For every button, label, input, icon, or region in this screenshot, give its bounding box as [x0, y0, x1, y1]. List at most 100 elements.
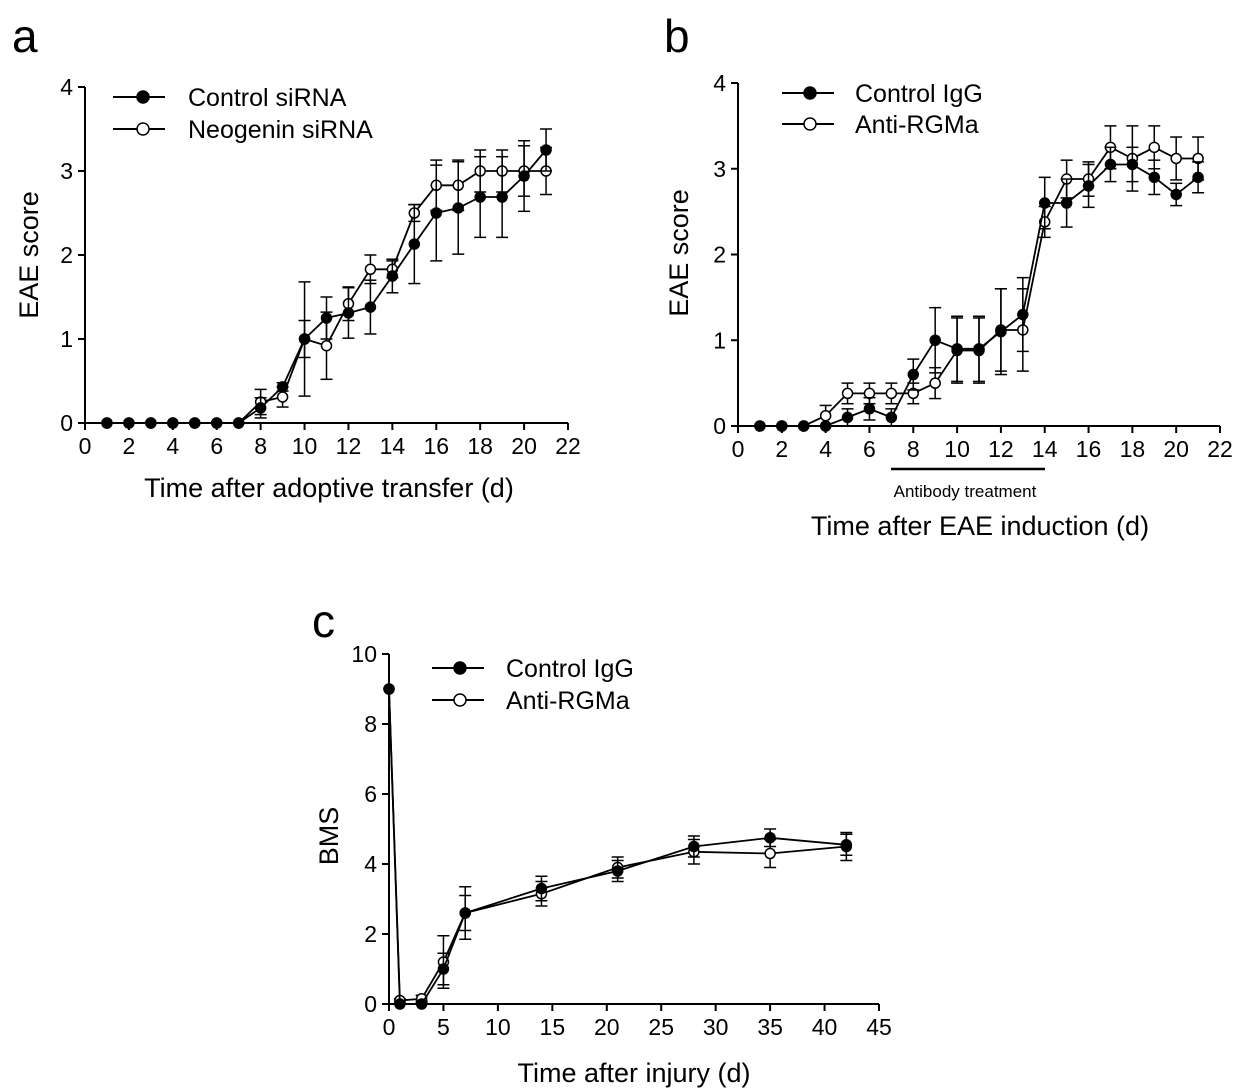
chart-b-x-tick-label: 16 — [1076, 436, 1102, 462]
chart-c-point-0 — [840, 839, 853, 851]
chart-a-point-0 — [386, 270, 399, 282]
chart-b-point-0 — [797, 420, 810, 432]
chart-b-x-tick-label: 10 — [944, 436, 970, 462]
chart-a-y-tick-label: 2 — [60, 242, 73, 268]
panel-letter-a: a — [12, 10, 38, 62]
chart-c-point-1 — [764, 847, 776, 860]
chart-a-y-tick-label: 3 — [60, 158, 73, 184]
chart-a-x-tick-label: 10 — [292, 433, 318, 459]
chart-a-point-0 — [101, 417, 113, 429]
chart-b-point-1 — [1170, 152, 1182, 165]
chart-a-y-tick-label: 1 — [60, 326, 73, 352]
chart-b-y-tick-label: 0 — [713, 413, 726, 439]
chart-b-x-tick-label: 6 — [863, 436, 876, 462]
chart-a-point-0 — [518, 170, 530, 182]
chart-b-x-tick-label: 22 — [1207, 436, 1233, 462]
panel-a: a EAE score Time after adoptive transfer… — [12, 10, 581, 503]
chart-b-y-tick-label: 2 — [713, 242, 726, 268]
chart-c-point-0 — [394, 998, 406, 1010]
chart-a-x-tick-label: 12 — [336, 433, 362, 459]
legend-c-marker-1 — [453, 693, 467, 707]
chart-c-y-tick-label: 6 — [364, 781, 377, 807]
chart-b-point-0 — [1126, 158, 1139, 171]
legend-b-marker-0 — [803, 86, 817, 100]
chart-c-ylabel: BMS — [314, 807, 344, 866]
chart-a-point-0 — [145, 417, 157, 429]
chart-a-point-0 — [474, 191, 486, 203]
chart-a-x-tick-label: 18 — [467, 433, 493, 459]
chart-b-x-tick-label: 0 — [732, 436, 745, 462]
chart-a-x-tick-label: 0 — [79, 433, 92, 459]
chart-a-point-0 — [496, 191, 508, 203]
panel-c: c BMS Time after injury (d) Control IgG … — [312, 595, 892, 1088]
legend-c-label-1: Anti-RGMa — [506, 687, 630, 715]
chart-b-point-1 — [929, 377, 941, 389]
panel-letter-b: b — [664, 10, 690, 62]
chart-b-point-0 — [841, 411, 854, 424]
chart-b-point-1 — [863, 387, 876, 400]
chart-a-point-0 — [320, 312, 333, 324]
chart-a-point-0 — [408, 238, 421, 250]
chart-c-x-tick-label: 35 — [757, 1014, 783, 1040]
antibody-treatment-label: Antibody treatment — [894, 482, 1037, 501]
chart-a-point-0 — [210, 417, 223, 429]
chart-a-y-tick-label: 4 — [60, 74, 73, 100]
chart-b-point-1 — [885, 387, 898, 400]
panel-b: b EAE score Time after EAE induction (d)… — [664, 10, 1233, 541]
chart-c-xlabel: Time after injury (d) — [517, 1058, 750, 1088]
chart-a-x-tick-label: 14 — [380, 433, 406, 459]
chart-c-y-tick-label: 2 — [364, 921, 377, 947]
chart-b-point-0 — [995, 325, 1007, 338]
chart-b-point-0 — [885, 411, 898, 424]
chart-c-series-line-1 — [388, 688, 847, 1002]
chart-b-point-0 — [863, 403, 876, 415]
chart-c-x-tick-label: 45 — [866, 1014, 892, 1040]
chart-c-y-tick-label: 10 — [351, 641, 377, 667]
legend-a-label-1: Neogenin siRNA — [188, 116, 373, 144]
chart-c-x-tick-label: 10 — [485, 1014, 511, 1040]
chart-b-y-tick-label: 1 — [713, 327, 726, 353]
chart-b-x-tick-label: 14 — [1032, 436, 1058, 462]
chart-a-point-0 — [167, 417, 179, 429]
chart-c-x-tick-label: 25 — [648, 1014, 674, 1040]
chart-a-point-1 — [320, 339, 333, 352]
chart-c-x-tick-label: 20 — [594, 1014, 620, 1040]
chart-a-y-tick-label: 0 — [60, 410, 73, 436]
legend-c-label-0: Control IgG — [506, 655, 634, 683]
chart-c-point-0 — [688, 840, 700, 853]
chart-b-point-1 — [1148, 141, 1161, 154]
chart-c-series-line-0 — [388, 688, 847, 1005]
chart-a-x-tick-label: 2 — [123, 433, 136, 459]
legend-b-label-0: Control IgG — [855, 80, 983, 108]
chart-a-point-1 — [364, 263, 377, 276]
chart-b-point-0 — [1082, 180, 1095, 192]
chart-a-xlabel: Time after adoptive transfer (d) — [144, 473, 514, 503]
chart-a-point-0 — [540, 144, 552, 156]
chart-a-point-0 — [298, 333, 311, 345]
chart-c-legend: Control IgG Anti-RGMa — [432, 655, 634, 715]
chart-b-x-tick-label: 4 — [819, 436, 832, 462]
chart-c-point-0 — [459, 907, 471, 919]
chart-b-point-0 — [951, 343, 963, 355]
chart-a-point-0 — [342, 307, 355, 319]
chart-b-x-tick-label: 12 — [988, 436, 1014, 462]
chart-b-series-line-0 — [759, 163, 1199, 427]
chart-b-x-tick-label: 2 — [775, 436, 788, 462]
chart-b-point-1 — [819, 409, 832, 422]
chart-b-point-0 — [776, 420, 788, 432]
chart-a-x-tick-label: 20 — [511, 433, 537, 459]
legend-b-marker-1 — [803, 117, 817, 131]
chart-a-point-0 — [430, 207, 443, 219]
chart-a-x-tick-label: 6 — [210, 433, 223, 459]
chart-b-x-tick-label: 20 — [1163, 436, 1189, 462]
chart-b-x-tick-label: 18 — [1120, 436, 1146, 462]
panel-letter-c: c — [312, 595, 335, 647]
chart-b-point-0 — [929, 334, 941, 346]
chart-a-point-0 — [123, 417, 135, 429]
chart-c-point-0 — [415, 998, 428, 1010]
chart-a-x-tick-label: 4 — [166, 433, 179, 459]
chart-c-x-tick-label: 30 — [703, 1014, 729, 1040]
chart-c-x-tick-label: 5 — [437, 1014, 450, 1040]
chart-b-point-0 — [819, 420, 832, 432]
chart-b-ylabel: EAE score — [664, 189, 694, 317]
